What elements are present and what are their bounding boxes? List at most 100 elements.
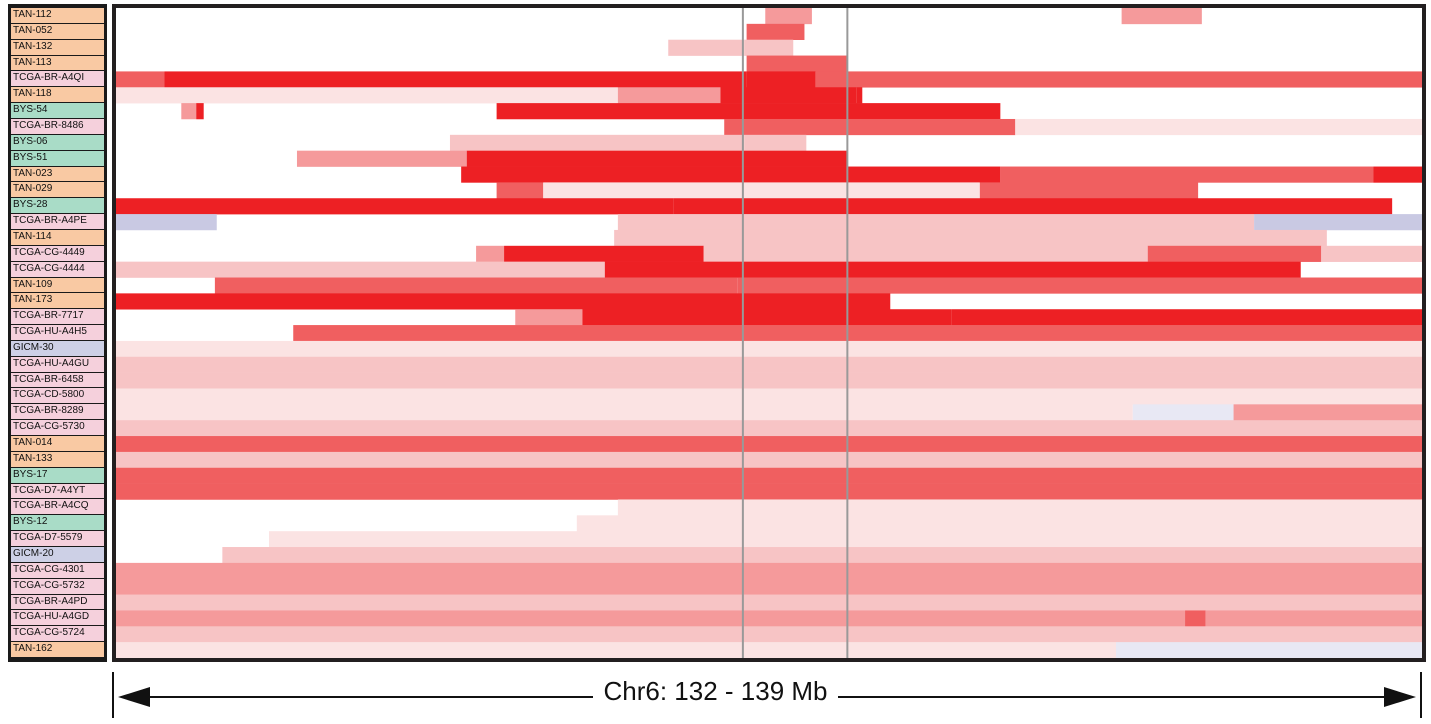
sample-label: BYS-12 [11, 515, 104, 531]
sample-label: TCGA-CD-5800 [11, 388, 104, 404]
sample-label: TAN-173 [11, 293, 104, 309]
cn-segment [116, 293, 891, 310]
copy-number-heatmap [116, 8, 1422, 658]
sample-label: BYS-17 [11, 467, 104, 483]
cn-segment [116, 626, 1422, 643]
cn-segment [116, 261, 605, 278]
cn-segment [116, 642, 1117, 658]
cn-segment [1321, 245, 1422, 262]
sample-label: GICM-30 [11, 340, 104, 356]
cn-segment [116, 578, 1422, 595]
sample-label: TCGA-CG-5724 [11, 626, 104, 642]
cn-segment [496, 182, 544, 199]
cn-segment [116, 388, 1422, 405]
cn-segment [576, 515, 1422, 532]
cn-segment [466, 150, 848, 167]
cn-segment [461, 166, 848, 183]
sample-label: GICM-20 [11, 547, 104, 562]
cn-segment [222, 547, 1422, 564]
cn-segment [765, 8, 812, 25]
sample-label: BYS-06 [11, 134, 104, 150]
sample-label: TAN-109 [11, 277, 104, 293]
sample-label: TCGA-HU-A4GD [11, 610, 104, 626]
sample-label: TAN-162 [11, 642, 104, 657]
cn-segment [515, 309, 583, 326]
cn-segment [1233, 404, 1422, 421]
cn-segment [1132, 404, 1234, 421]
cn-segment [847, 71, 1422, 88]
sample-label: TCGA-CG-4444 [11, 261, 104, 277]
sample-label: BYS-28 [11, 198, 104, 214]
sample-label: TCGA-BR-8486 [11, 118, 104, 134]
sample-label: TCGA-BR-A4CQ [11, 499, 104, 515]
cn-segment [116, 483, 1422, 500]
x-axis-label: Chr6: 132 - 139 Mb [593, 676, 838, 706]
sample-label: TAN-133 [11, 451, 104, 467]
cn-segment [703, 245, 743, 262]
sample-label: TCGA-CG-4449 [11, 245, 104, 261]
sample-label: TCGA-CG-5730 [11, 420, 104, 436]
cn-segment [1015, 118, 1422, 136]
cn-segment [116, 610, 1186, 627]
cn-segment [116, 71, 165, 88]
cn-segment [1373, 166, 1422, 183]
cn-segment [847, 229, 1327, 247]
cn-segment [617, 214, 1255, 231]
sample-label: BYS-51 [11, 150, 104, 166]
sample-label: TCGA-BR-8289 [11, 404, 104, 420]
cn-segment [116, 420, 1422, 437]
sample-label: TCGA-CG-5732 [11, 578, 104, 594]
cn-segment [116, 198, 674, 215]
sample-label: TAN-114 [11, 229, 104, 245]
heatmap-frame [112, 4, 1426, 662]
sample-label: TCGA-BR-A4PD [11, 594, 104, 610]
cn-segment [116, 214, 217, 231]
sample-label: TCGA-BR-A4PE [11, 214, 104, 229]
cn-segment [449, 134, 745, 151]
cn-segment [1116, 642, 1422, 658]
cn-segment [1000, 166, 1374, 183]
cn-segment [196, 103, 204, 120]
cn-segment [582, 309, 952, 326]
sample-label: TCGA-D7-A4YT [11, 483, 104, 499]
cn-segment [1185, 610, 1206, 627]
cn-segment [604, 261, 1301, 278]
cn-segment [504, 245, 704, 262]
cn-segment [617, 87, 721, 104]
cn-segment [856, 87, 863, 104]
cn-segment [116, 562, 1422, 580]
sample-label: TCGA-CG-4301 [11, 562, 104, 578]
sample-label: TCGA-HU-A4H5 [11, 325, 104, 340]
cn-segment [737, 277, 1422, 294]
sample-label: TAN-029 [11, 182, 104, 198]
cn-segment [116, 436, 1422, 453]
cn-segment [543, 182, 980, 199]
sample-label: TAN-112 [11, 8, 104, 23]
cn-segment [744, 134, 807, 151]
cn-segment [116, 356, 1422, 373]
cn-segment [673, 198, 1393, 215]
cn-segment [181, 103, 197, 120]
sample-label-panel: TAN-112 TAN-052 TAN-132 TAN-113 TCGA-BR-A4QI… [8, 4, 107, 662]
cn-segment [476, 245, 505, 262]
cn-segment [815, 71, 848, 88]
cn-segment [214, 277, 738, 294]
cn-segment [746, 23, 805, 40]
cn-segment [116, 404, 1133, 421]
cn-segment [116, 451, 1422, 469]
sample-label: TCGA-BR-7717 [11, 309, 104, 325]
cn-segment [1205, 610, 1422, 627]
cn-segment [720, 87, 857, 104]
cn-segment [742, 245, 1148, 262]
axis-label-container: Chr6: 132 - 139 Mb [0, 676, 1431, 707]
sample-label: TAN-118 [11, 87, 104, 103]
cn-segment [116, 87, 618, 104]
cn-segment [268, 531, 1422, 548]
cn-segment [1254, 214, 1422, 231]
sample-label: TAN-052 [11, 23, 104, 39]
cn-segment [847, 166, 1001, 183]
sample-label: TAN-113 [11, 55, 104, 71]
cn-segment [116, 372, 1422, 389]
cn-segment [496, 103, 848, 120]
